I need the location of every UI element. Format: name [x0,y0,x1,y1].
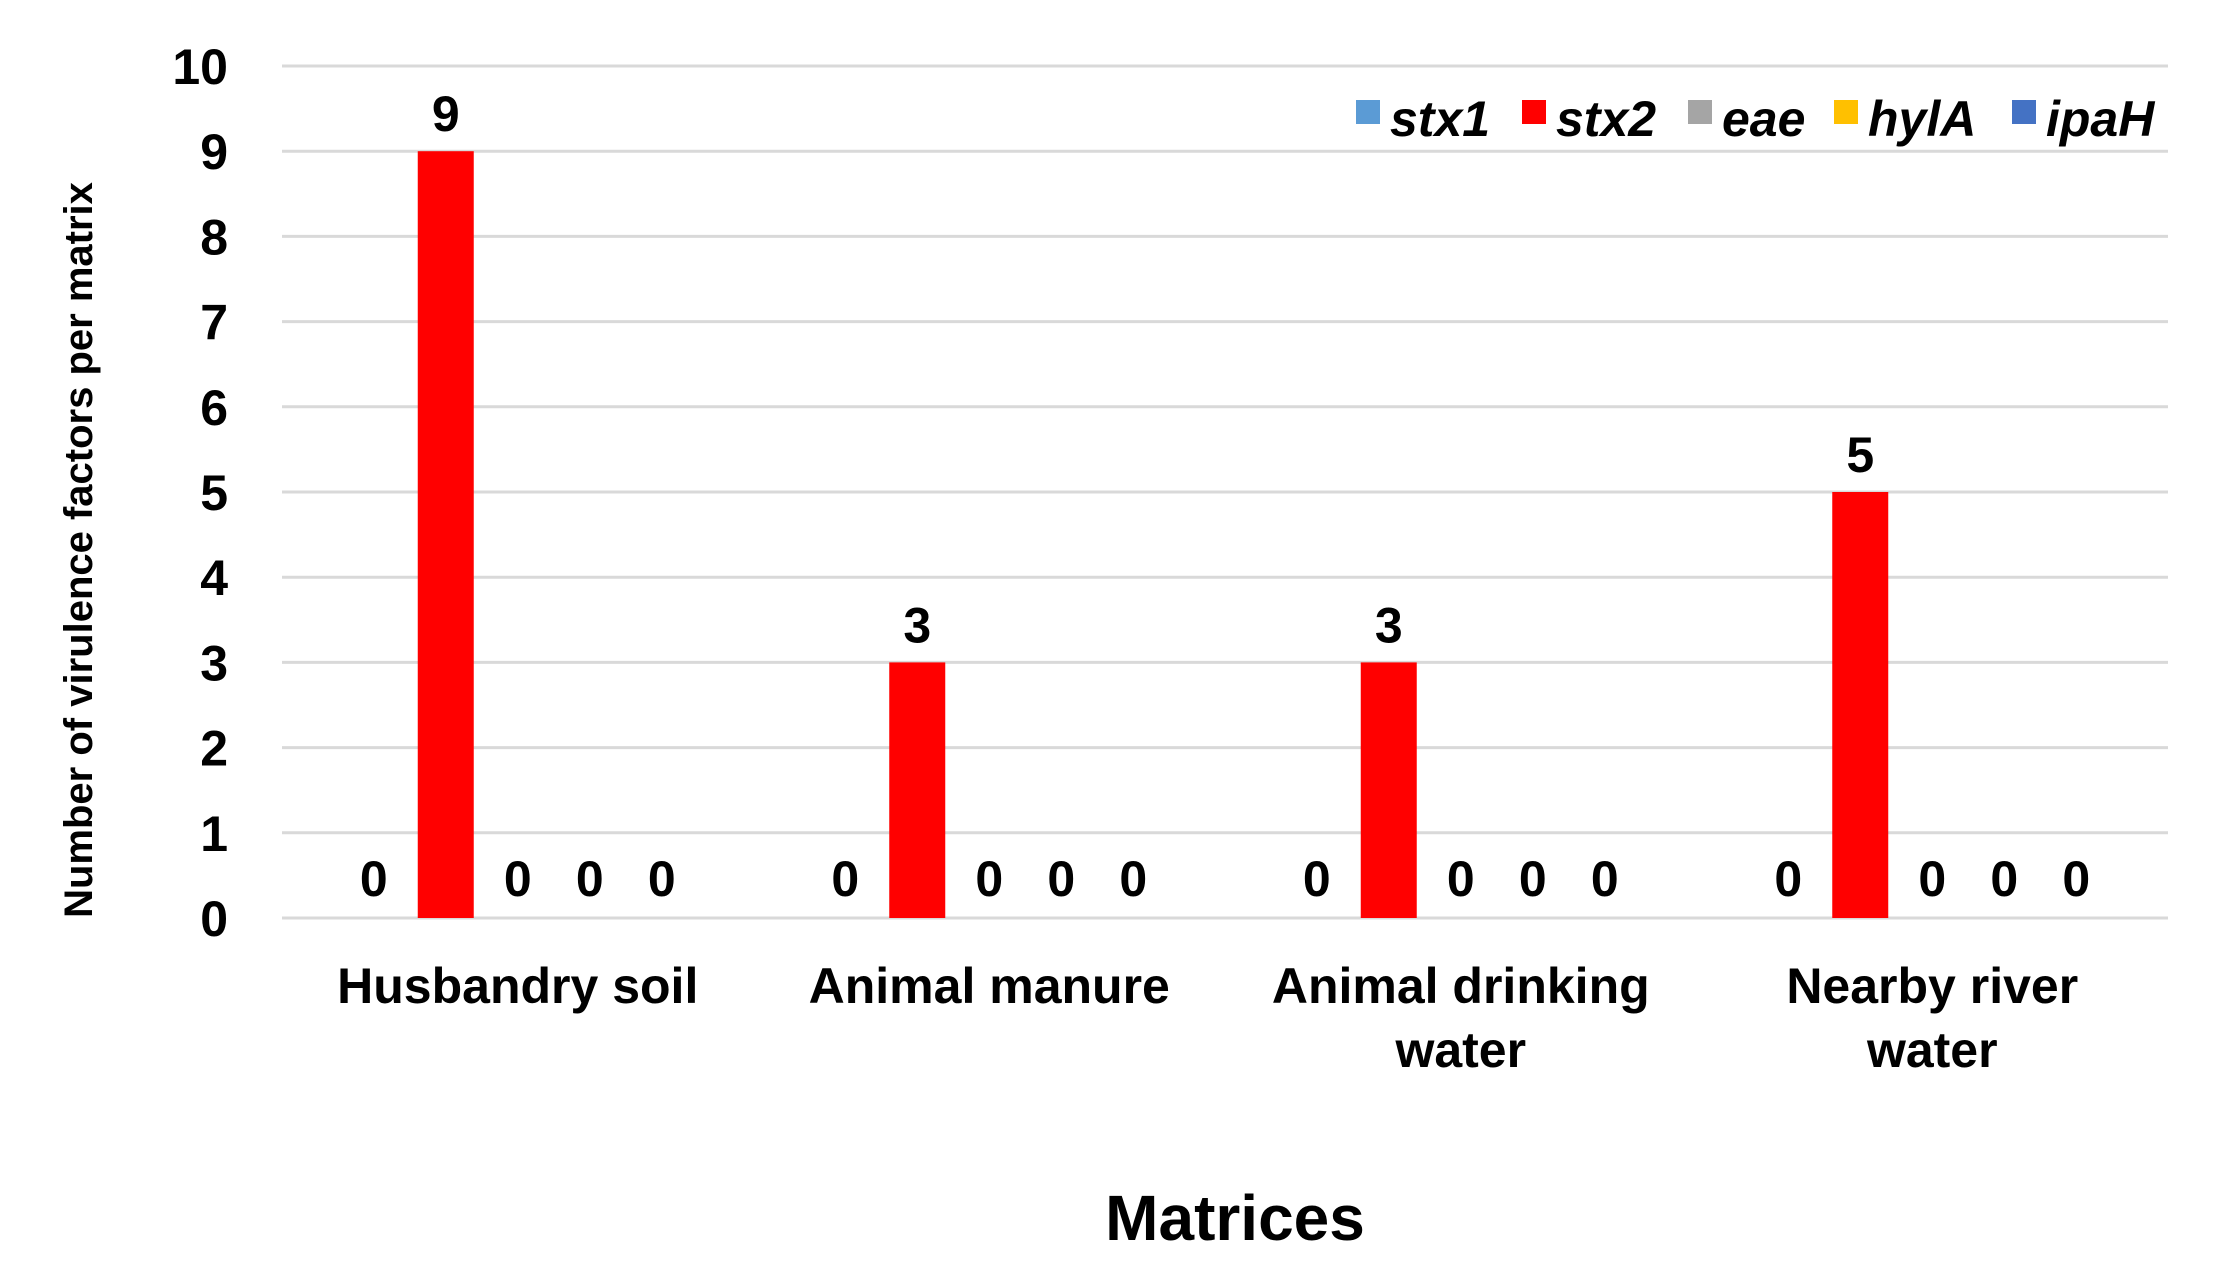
data-label: 5 [1846,427,1874,483]
data-label: 9 [432,86,460,142]
data-label: 0 [975,851,1003,907]
y-tick-label: 6 [200,380,228,436]
data-label: 0 [1303,851,1331,907]
y-axis-ticks: 0 1 2 3 4 5 6 7 8 9 10 [172,39,228,947]
data-label: 0 [1918,851,1946,907]
data-labels: 090 0 0 030 0 0 030 0 0 050 0 0 [360,86,2090,907]
y-tick-label: 7 [200,295,228,351]
data-label: 0 [2062,851,2090,907]
x-category-label: Animal drinking [1272,958,1650,1014]
data-label: 0 [648,851,676,907]
data-label: 0 [1591,851,1619,907]
y-tick-label: 4 [200,550,228,606]
legend-swatch-hylA [1834,100,1858,124]
y-tick-label: 2 [200,721,228,777]
x-category-label: water [1394,1022,1526,1078]
y-tick-label: 1 [200,806,228,862]
gridlines [282,64,2168,920]
legend-label-stx1: stx1 [1390,91,1490,147]
legend-swatch-ipaH [2012,100,2036,124]
legend-swatch-stx2 [1522,100,1546,124]
data-label: 0 [576,851,604,907]
bar-stx2 [1832,492,1889,918]
y-axis-label: Number of virulence factors per matrix [57,182,101,918]
legend-swatch-eae [1688,100,1712,124]
y-tick-label: 0 [200,891,228,947]
data-label: 3 [1375,597,1403,653]
data-label: 3 [903,597,931,653]
data-label: 0 [1990,851,2018,907]
data-label: 0 [1119,851,1147,907]
legend: ipaH hylA eae stx2 stx1 [1356,91,2155,147]
legend-label-eae: eae [1722,91,1805,147]
data-label: 0 [1047,851,1075,907]
x-category-label: Husbandry soil [337,958,698,1014]
data-label: 0 [1447,851,1475,907]
x-category-label: water [1866,1022,1998,1078]
y-tick-label: 10 [172,39,228,95]
legend-label-ipaH: ipaH [2046,91,2155,147]
data-label: 0 [1774,851,1802,907]
data-label: 0 [360,851,388,907]
data-label: 0 [831,851,859,907]
y-tick-label: 5 [200,465,228,521]
x-axis-label: Matrices [1105,1182,1365,1254]
bar-stx2 [1360,662,1417,918]
x-category-label: Nearby river [1786,958,2078,1014]
legend-label-stx2: stx2 [1556,91,1656,147]
legend-swatch-stx1 [1356,100,1380,124]
y-tick-label: 3 [200,635,228,691]
data-label: 0 [1519,851,1547,907]
legend-label-hylA: hylA [1868,91,1976,147]
y-tick-label: 9 [200,124,228,180]
x-category-label: Animal manure [809,958,1170,1014]
bar-stx2 [417,151,474,918]
x-axis-categories: Husbandry soil Animal manure Animal drinki… [337,958,2078,1078]
bar-stx2 [889,662,946,918]
data-label: 0 [504,851,532,907]
bars [417,151,1889,918]
y-tick-label: 8 [200,209,228,265]
